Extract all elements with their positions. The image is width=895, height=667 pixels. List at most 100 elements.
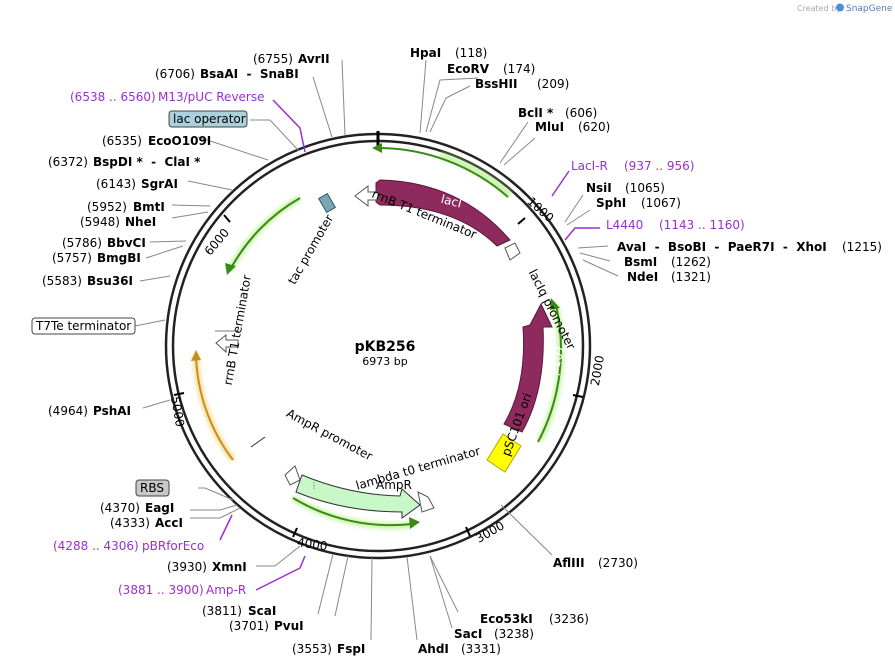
enzyme-bcli[interactable]: BclI * (606) bbox=[518, 106, 597, 120]
enzyme-bspdi-clai[interactable]: (6372) BspDI * - ClaI * bbox=[48, 155, 201, 169]
svg-text:(3811): (3811) bbox=[202, 604, 242, 618]
svg-text:(3236): (3236) bbox=[549, 612, 589, 626]
svg-text:(3881 .. 3900): (3881 .. 3900) bbox=[118, 583, 204, 597]
primer-pbrforeco[interactable]: (4288 .. 4306) pBRforEco bbox=[53, 539, 204, 553]
enzyme-fspi[interactable]: (3553) FspI bbox=[292, 642, 365, 656]
svg-text:(1067): (1067) bbox=[641, 196, 681, 210]
enzyme-acci[interactable]: (4333) AccI bbox=[110, 516, 183, 530]
enzyme-scai[interactable]: (3811) ScaI bbox=[202, 604, 276, 618]
leader-lines bbox=[134, 59, 619, 641]
enzyme-bsaai-snabi[interactable]: (6706) BsaAI - SnaBI bbox=[155, 67, 299, 81]
enzyme-bsshii[interactable]: BssHII (209) bbox=[475, 77, 569, 91]
lac-operator-block[interactable] bbox=[317, 192, 337, 214]
primer-l4440[interactable]: L4440 (1143 .. 1160) bbox=[606, 218, 745, 232]
snapgene-brand: SnapGene bbox=[846, 4, 893, 14]
svg-text:AccI: AccI bbox=[155, 516, 183, 530]
tick-label-6000: 6000 bbox=[202, 226, 232, 258]
enzyme-sphi[interactable]: SphI (1067) bbox=[596, 196, 681, 210]
svg-text:Amp-R: Amp-R bbox=[206, 583, 246, 597]
svg-text:(1262): (1262) bbox=[671, 255, 711, 269]
enzyme-avrii[interactable]: (6755) AvrII bbox=[253, 52, 330, 66]
enzyme-afliii[interactable]: AflIII (2730) bbox=[553, 556, 638, 570]
enzyme-bmti[interactable]: (5952) BmtI bbox=[87, 200, 165, 214]
primer-laci-r[interactable]: LacI-R (937 .. 956) bbox=[571, 159, 694, 173]
enzyme-bsu36i[interactable]: (5583) Bsu36I bbox=[42, 274, 133, 288]
enzyme-pvui[interactable]: (3701) PvuI bbox=[229, 619, 304, 633]
enzyme-saci[interactable]: SacI (3238) bbox=[454, 627, 534, 641]
svg-text:(6372): (6372) bbox=[48, 155, 88, 169]
primer-marker-m13 bbox=[272, 99, 306, 153]
svg-text:(6538 .. 6560): (6538 .. 6560) bbox=[70, 90, 156, 104]
svg-text:(5948): (5948) bbox=[80, 215, 120, 229]
tac-promoter-label: tac promoter bbox=[285, 212, 336, 287]
svg-text:(1143 .. 1160): (1143 .. 1160) bbox=[659, 218, 745, 232]
svg-text:L4440: L4440 bbox=[606, 218, 643, 232]
svg-text:BspDI * - ClaI *: BspDI * - ClaI * bbox=[93, 155, 201, 169]
svg-text:M13/pUC Reverse: M13/pUC Reverse bbox=[158, 90, 265, 104]
ampr-cds[interactable] bbox=[295, 474, 421, 519]
svg-text:(6706): (6706) bbox=[155, 67, 195, 81]
svg-text:BmtI: BmtI bbox=[133, 200, 165, 214]
svg-text:(209): (209) bbox=[537, 77, 569, 91]
laci-label: lacI bbox=[440, 192, 464, 211]
enzyme-ecoo109i[interactable]: (6535) EcoO109I bbox=[102, 134, 211, 148]
enzyme-nsii[interactable]: NsiI (1065) bbox=[586, 181, 665, 195]
svg-text:EcoO109I: EcoO109I bbox=[148, 134, 211, 148]
svg-text:(118): (118) bbox=[455, 46, 487, 60]
svg-text:AflIII: AflIII bbox=[553, 556, 585, 570]
enzyme-hpai[interactable]: HpaI (118) bbox=[410, 46, 487, 60]
snapgene-logo-icon bbox=[836, 3, 844, 12]
svg-text:(6535): (6535) bbox=[102, 134, 142, 148]
svg-text:(3331): (3331) bbox=[461, 642, 501, 656]
enzyme-pshai[interactable]: (4964) PshAI bbox=[48, 404, 131, 418]
enzyme-bsmi[interactable]: BsmI (1262) bbox=[624, 255, 711, 269]
enzyme-avai-group[interactable]: AvaI - BsoBI - PaeR7I - XhoI (1215) bbox=[617, 240, 882, 254]
enzyme-mlui[interactable]: MluI (620) bbox=[535, 120, 610, 134]
svg-text:SgrAI: SgrAI bbox=[141, 177, 178, 191]
svg-text:SacI: SacI bbox=[454, 627, 482, 641]
svg-text:AvrII: AvrII bbox=[298, 52, 330, 66]
t7te-terminator-label[interactable]: T7Te terminator bbox=[31, 317, 136, 335]
created-by-text: Created by bbox=[797, 4, 841, 13]
primer-amp-r[interactable]: (3881 .. 3900) Amp-R bbox=[118, 583, 246, 597]
enzyme-bmgbi[interactable]: (5757) BmgBI bbox=[52, 251, 141, 265]
enzyme-sgrai[interactable]: (6143) SgrAI bbox=[96, 177, 178, 191]
svg-text:LacI-R: LacI-R bbox=[571, 159, 608, 173]
tick-label-5000: 5000 bbox=[168, 395, 187, 428]
enzyme-nhei[interactable]: (5948) NheI bbox=[80, 215, 156, 229]
svg-text:(5952): (5952) bbox=[87, 200, 127, 214]
svg-text:BssHII: BssHII bbox=[475, 77, 517, 91]
enzyme-bbvci[interactable]: (5786) BbvCI bbox=[62, 236, 146, 250]
svg-text:(5757): (5757) bbox=[52, 251, 92, 265]
svg-text:PvuI: PvuI bbox=[274, 619, 304, 633]
svg-text:FspI: FspI bbox=[337, 642, 365, 656]
enzyme-ecorv[interactable]: EcoRV (174) bbox=[447, 62, 535, 76]
svg-text:(3930): (3930) bbox=[167, 560, 207, 574]
ampr-promoter-label: AmpR promoter bbox=[284, 406, 375, 463]
ampr-label: AmpR bbox=[376, 478, 412, 492]
svg-text:NdeI: NdeI bbox=[627, 270, 658, 284]
svg-text:(6143): (6143) bbox=[96, 177, 136, 191]
rrnb-t1-left-label: rrnB T1 terminator bbox=[221, 274, 254, 386]
svg-text:(5786): (5786) bbox=[62, 236, 102, 250]
enzyme-ahdi[interactable]: AhdI (3331) bbox=[418, 642, 501, 656]
enzyme-ndei[interactable]: NdeI (1321) bbox=[627, 270, 711, 284]
svg-text:(5583): (5583) bbox=[42, 274, 82, 288]
enzyme-eco53ki[interactable]: Eco53kI (3236) bbox=[480, 612, 589, 626]
plasmid-name: pKB256 bbox=[355, 339, 416, 355]
lac-operator-label[interactable]: lac operator bbox=[168, 110, 248, 128]
rbs-label[interactable]: RBS bbox=[135, 479, 170, 497]
psc101-ori-block[interactable] bbox=[486, 433, 522, 473]
laci-cds[interactable] bbox=[375, 179, 511, 247]
ampr-direction-arrow bbox=[292, 497, 413, 527]
enzyme-eagi[interactable]: (4370) EagI bbox=[100, 501, 174, 515]
tick-label-2000: 2000 bbox=[588, 354, 607, 387]
svg-text:BbvCI: BbvCI bbox=[107, 236, 146, 250]
rep101-cds[interactable] bbox=[503, 302, 553, 433]
svg-text:(4964): (4964) bbox=[48, 404, 88, 418]
primer-m13-puc-reverse[interactable]: (6538 .. 6560) M13/pUC Reverse bbox=[70, 90, 265, 104]
tick-mark-6000 bbox=[223, 214, 231, 223]
tick-mark-1000 bbox=[517, 217, 526, 225]
rrnb-t1-left-marker bbox=[215, 333, 239, 354]
enzyme-xmni[interactable]: (3930) XmnI bbox=[167, 560, 247, 574]
